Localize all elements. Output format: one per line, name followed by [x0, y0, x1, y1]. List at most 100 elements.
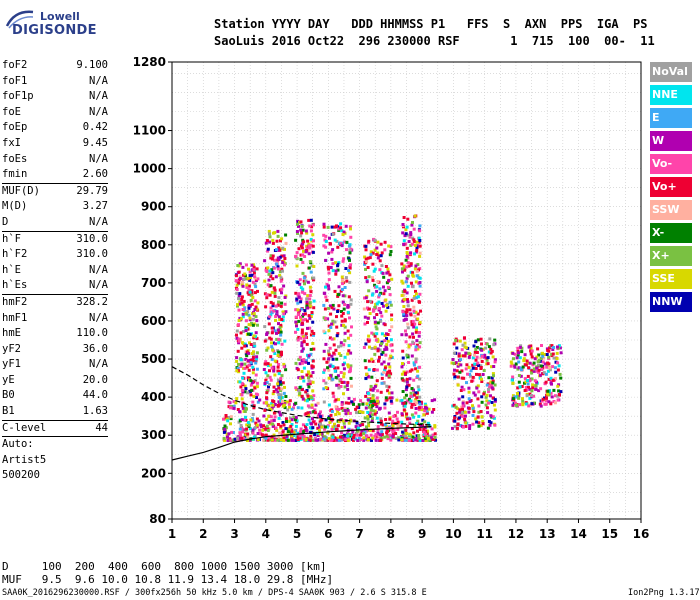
echo-point	[376, 256, 380, 260]
echo-point	[463, 341, 467, 345]
echo-point	[548, 389, 552, 393]
echo-point	[491, 379, 495, 383]
echo-point	[459, 389, 463, 392]
echo-point	[326, 431, 330, 435]
echo-point	[509, 364, 513, 368]
echo-point	[474, 348, 478, 351]
echo-point	[240, 298, 244, 301]
echo-point	[525, 388, 529, 391]
echo-point	[295, 419, 299, 423]
echo-point	[305, 231, 309, 235]
x-tick-label: 14	[570, 527, 587, 541]
echo-point	[308, 301, 312, 305]
echo-point	[387, 391, 391, 395]
echo-point	[415, 246, 419, 250]
echo-point	[321, 424, 325, 428]
echo-point	[265, 293, 269, 297]
echo-point	[266, 374, 270, 378]
echo-point	[459, 358, 463, 362]
echo-point	[477, 410, 481, 414]
echo-point	[250, 302, 254, 306]
echo-point	[484, 403, 488, 407]
echo-point	[336, 424, 340, 428]
echo-point	[339, 222, 343, 226]
echo-point	[487, 399, 491, 403]
echo-point	[297, 335, 301, 339]
echo-point	[290, 418, 294, 422]
echo-point	[255, 396, 258, 399]
echo-point	[277, 393, 281, 397]
echo-point	[246, 432, 250, 436]
echo-point	[348, 316, 351, 320]
echo-point	[307, 379, 311, 383]
echo-point	[244, 319, 248, 323]
echo-point	[298, 434, 302, 438]
echo-point	[340, 244, 344, 248]
echo-point	[511, 381, 515, 385]
echo-point	[276, 265, 280, 269]
echo-point	[553, 401, 557, 405]
legend-item: SSW	[650, 200, 692, 220]
echo-point	[413, 252, 416, 256]
echo-point	[377, 254, 381, 258]
echo-point	[413, 243, 417, 247]
echo-point	[309, 347, 313, 351]
echo-point	[274, 318, 277, 322]
echo-point	[376, 240, 380, 244]
echo-point	[248, 290, 252, 294]
echo-point	[388, 365, 392, 369]
echo-point	[304, 332, 308, 336]
echo-point	[271, 277, 275, 281]
echo-point	[328, 336, 332, 340]
echo-point	[347, 401, 351, 405]
param-name: yF2	[2, 342, 21, 355]
echo-point	[339, 344, 343, 348]
scaled-parameters-table: foF2 9.100 foF1 N/A foF1p N/A foE N/A foEp 0.42 fx…	[2, 58, 108, 484]
echo-point	[340, 381, 344, 384]
echo-point	[294, 320, 298, 324]
echo-point	[268, 369, 271, 373]
echo-point	[558, 372, 562, 376]
echo-point	[255, 337, 259, 341]
param-value: N/A	[89, 279, 108, 292]
echo-point	[543, 353, 547, 356]
echo-point	[376, 399, 379, 403]
echo-point	[516, 392, 519, 395]
echo-point	[554, 377, 557, 381]
echo-point	[406, 304, 410, 308]
echo-point	[327, 329, 331, 333]
echo-point	[366, 374, 370, 378]
echo-point	[389, 245, 393, 249]
echo-point	[372, 386, 376, 390]
echo-point	[491, 415, 495, 419]
echo-point	[324, 425, 327, 429]
echo-point	[327, 271, 331, 275]
echo-point	[371, 436, 375, 440]
echo-point	[245, 285, 249, 289]
echo-point	[262, 368, 266, 371]
echo-point	[335, 383, 339, 387]
echo-point	[245, 354, 249, 358]
echo-point	[517, 351, 520, 355]
echo-point	[427, 438, 431, 442]
x-tick-label: 11	[476, 527, 493, 541]
echo-point	[250, 263, 254, 267]
echo-point	[386, 389, 390, 393]
echo-point	[288, 416, 292, 420]
echo-point	[334, 398, 338, 402]
echo-point	[306, 280, 310, 284]
echo-point	[342, 375, 346, 379]
echo-point	[366, 398, 370, 402]
echo-point	[273, 288, 277, 292]
echo-point	[302, 358, 306, 362]
echo-point	[301, 423, 305, 427]
echo-point	[349, 364, 353, 368]
echo-point	[485, 358, 489, 362]
echo-point	[373, 267, 377, 271]
echo-point	[331, 262, 335, 266]
echo-point	[467, 410, 471, 414]
echo-point	[401, 270, 404, 274]
echo-point	[366, 417, 370, 421]
echo-point	[241, 330, 245, 333]
echo-point	[381, 423, 385, 427]
